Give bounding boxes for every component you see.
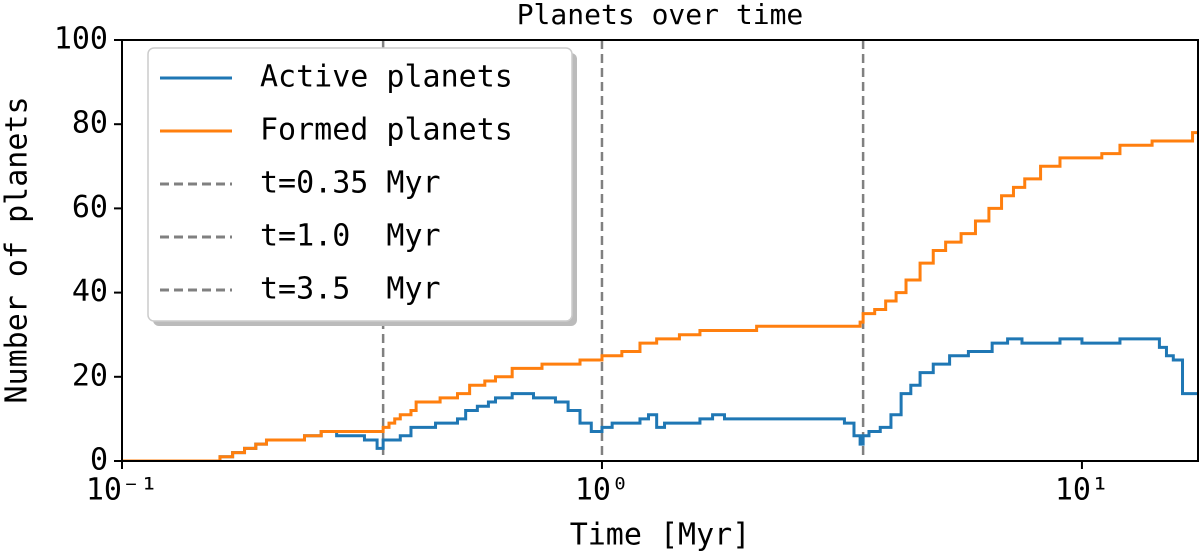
y-tick-label: 40 <box>72 274 108 309</box>
x-axis-label: Time [Myr] <box>570 518 751 553</box>
y-tick-label: 100 <box>54 22 108 57</box>
legend-label: t=1.0 Myr <box>260 219 441 254</box>
x-tick-label: 10¹ <box>1055 473 1109 508</box>
x-tick-label: 10⁻¹ <box>86 473 158 508</box>
legend-label: Formed planets <box>260 113 513 148</box>
series-line <box>122 131 1198 461</box>
legend-label: t=3.5 Myr <box>260 272 441 307</box>
legend-label: t=0.35 Myr <box>260 166 441 201</box>
y-axis-label: Number of planets <box>0 96 35 403</box>
chart-title: Planets over time <box>517 0 804 31</box>
y-tick-label: 80 <box>72 106 108 141</box>
legend-label: Active planets <box>260 60 513 95</box>
y-tick-label: 60 <box>72 190 108 225</box>
legend-box <box>147 47 573 322</box>
legend: Active planets Formed planets t=0.35 Myr t=… <box>147 47 577 326</box>
axes: 0 20 40 60 80 100 10⁻¹ 10⁰ 10¹ <box>54 22 1199 508</box>
y-tick-label: 20 <box>72 358 108 393</box>
plot-area <box>122 40 1198 461</box>
x-tick-label: 10⁰ <box>575 473 629 508</box>
plot-frame <box>121 39 1199 462</box>
y-tick-label: 0 <box>90 443 108 478</box>
series-line <box>122 337 1198 461</box>
